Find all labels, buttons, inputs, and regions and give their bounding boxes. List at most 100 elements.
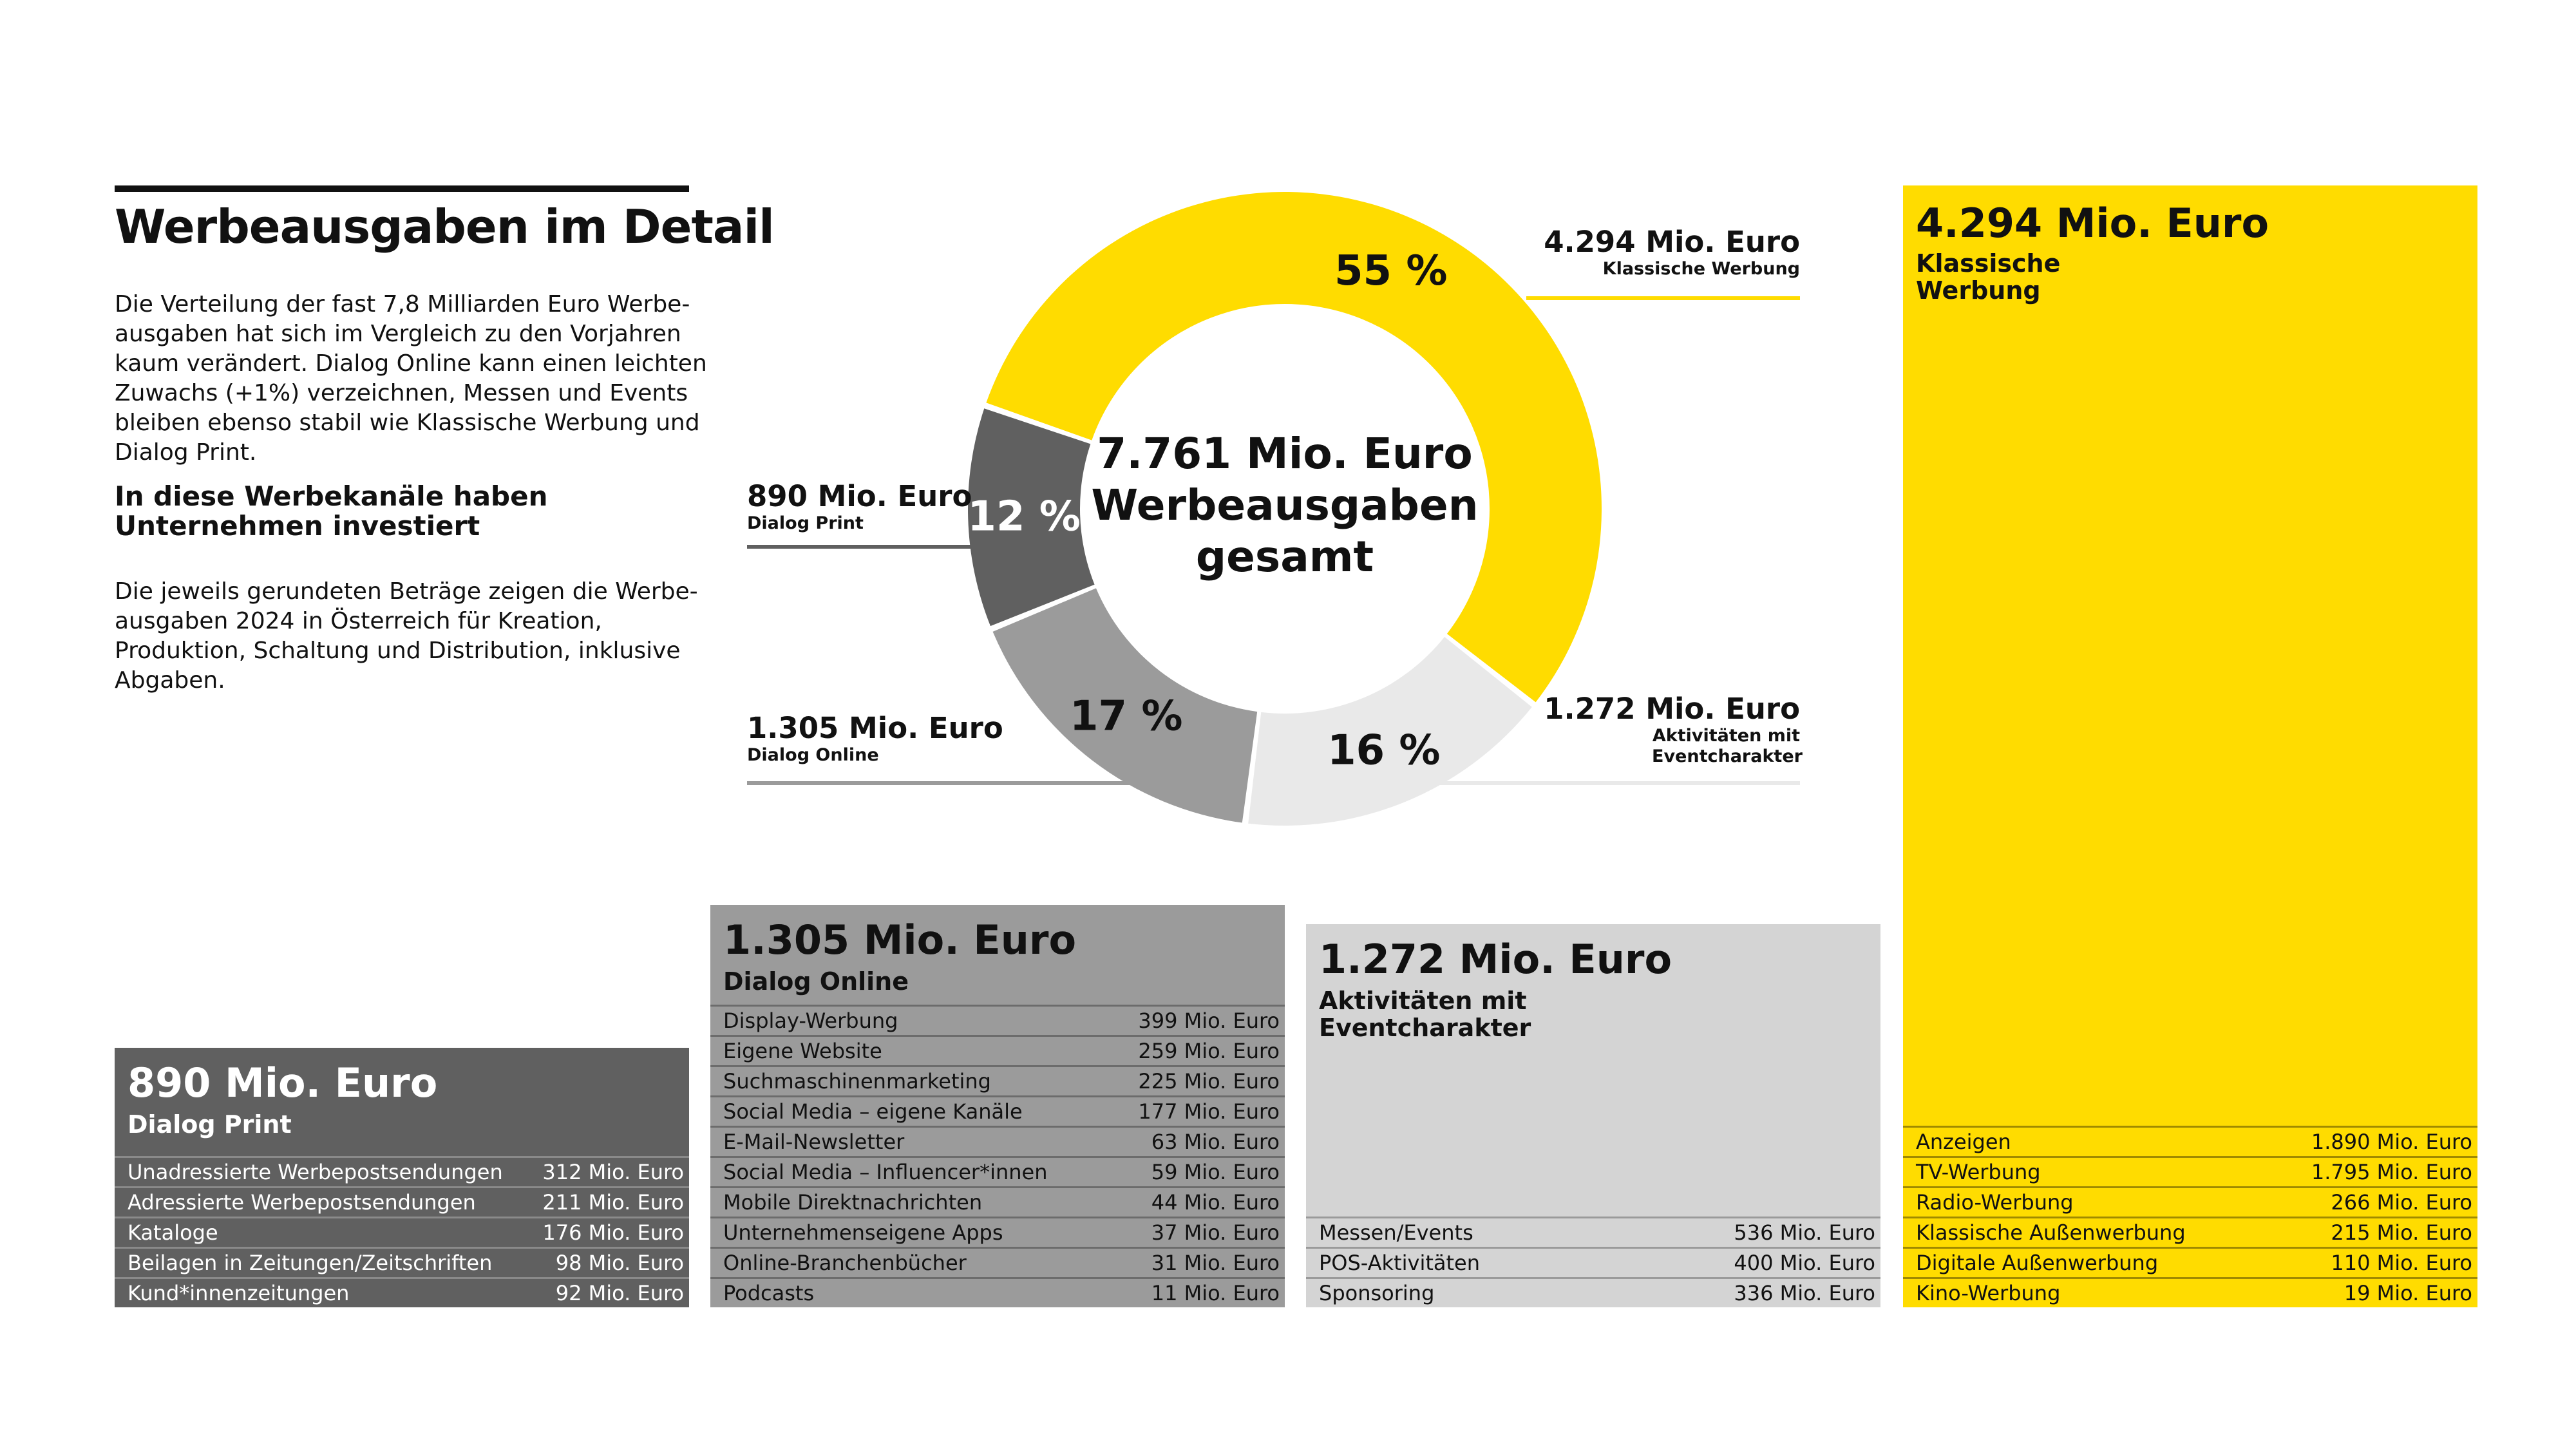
callout-category: Dialog Online xyxy=(747,745,879,765)
row-label: Kund*innenzeitungen xyxy=(128,1281,350,1305)
row-value: 19 Mio. Euro xyxy=(2344,1281,2472,1305)
row-label: Klassische Außenwerbung xyxy=(1916,1220,2186,1245)
box-rows: Messen/Events 536 Mio. Euro POS-Aktivitäte… xyxy=(1306,1217,1880,1307)
table-row: Social Media – Influencer*innen 59 Mio. E… xyxy=(710,1156,1285,1186)
percent-label-print: 12 % xyxy=(967,493,1080,541)
center-label-line2: gesamt xyxy=(1196,532,1374,582)
row-value: 259 Mio. Euro xyxy=(1138,1039,1280,1063)
table-row: POS-Aktivitäten 400 Mio. Euro xyxy=(1306,1247,1880,1277)
row-label: Social Media – Influencer*innen xyxy=(723,1160,1048,1184)
detail-box-klassische: 4.294 Mio. Euro Klassische Werbung Anzei… xyxy=(1903,185,2477,1307)
box-amount: 1.305 Mio. Euro xyxy=(723,916,1077,963)
center-label-line1: Werbeausgaben xyxy=(1091,480,1478,530)
row-value: 63 Mio. Euro xyxy=(1151,1130,1280,1154)
page-title: Werbeausgaben im Detail xyxy=(115,200,775,254)
callout-category: Dialog Print xyxy=(747,513,864,533)
callout-aktivitaeten: 1.272 Mio. Euro Aktivitäten mit Eventcha… xyxy=(1530,692,1803,767)
row-label: Suchmaschinenmarketing xyxy=(723,1069,991,1094)
table-row: Suchmaschinenmarketing 225 Mio. Euro xyxy=(710,1065,1285,1095)
callout-line-online xyxy=(747,781,1146,785)
donut-slice-aktivitaeten xyxy=(1248,636,1532,826)
row-value: 92 Mio. Euro xyxy=(555,1281,684,1305)
donut-chart: 55 % 16 % 17 % 12 % 7.761 Mio. Euro Werbeau… xyxy=(967,191,1602,826)
box-category: Dialog Online xyxy=(723,967,909,996)
row-label: Online-Branchenbücher xyxy=(723,1251,967,1275)
percent-label-online: 17 % xyxy=(1070,693,1182,741)
row-value: 266 Mio. Euro xyxy=(2331,1190,2472,1215)
center-amount: 7.761 Mio. Euro xyxy=(1097,429,1472,478)
callout-amount: 1.305 Mio. Euro xyxy=(747,711,1003,745)
callout-line-klassische xyxy=(1526,296,1800,300)
table-row: Display-Werbung 399 Mio. Euro xyxy=(710,1005,1285,1035)
table-row: Messen/Events 536 Mio. Euro xyxy=(1306,1217,1880,1247)
row-label: Sponsoring xyxy=(1319,1281,1435,1305)
row-label: Eigene Website xyxy=(723,1039,882,1063)
row-label: Social Media – eigene Kanäle xyxy=(723,1099,1023,1124)
row-label: Kataloge xyxy=(128,1220,218,1245)
table-row: Radio-Werbung 266 Mio. Euro xyxy=(1903,1186,2477,1217)
table-row: Sponsoring 336 Mio. Euro xyxy=(1306,1277,1880,1307)
intro-paragraph: Die Verteilung der fast 7,8 Milliarden E… xyxy=(115,291,707,466)
row-label: Unternehmenseigene Apps xyxy=(723,1220,1003,1245)
box-category: Klassische Werbung xyxy=(1916,249,2061,305)
table-row: E-Mail-Newsletter 63 Mio. Euro xyxy=(710,1126,1285,1156)
table-row: Klassische Außenwerbung 215 Mio. Euro xyxy=(1903,1217,2477,1247)
donut-slice-online xyxy=(992,588,1258,823)
box-category: Aktivitäten mit Eventcharakter xyxy=(1319,987,1531,1042)
row-value: 215 Mio. Euro xyxy=(2331,1220,2472,1245)
detail-box-dialog-print: 890 Mio. Euro Dialog Print Unadressierte… xyxy=(115,1048,689,1307)
table-row: TV-Werbung 1.795 Mio. Euro xyxy=(1903,1156,2477,1186)
callout-amount: 890 Mio. Euro xyxy=(747,479,972,513)
table-row: Unadressierte Werbepostsendungen 312 Mio.… xyxy=(115,1156,689,1186)
row-label: Anzeigen xyxy=(1916,1130,2011,1154)
table-row: Beilagen in Zeitungen/Zeitschriften 98 Mi… xyxy=(115,1247,689,1277)
table-row: Eigene Website 259 Mio. Euro xyxy=(710,1035,1285,1065)
table-row: Kund*innenzeitungen 92 Mio. Euro xyxy=(115,1277,689,1307)
box-category: Dialog Print xyxy=(128,1110,292,1139)
row-label: Messen/Events xyxy=(1319,1220,1473,1245)
row-value: 312 Mio. Euro xyxy=(542,1160,684,1184)
detail-box-aktivitaeten: 1.272 Mio. Euro Aktivitäten mit Eventcha… xyxy=(1306,924,1880,1307)
callout-amount: 1.272 Mio. Euro xyxy=(1544,692,1800,726)
box-rows: Anzeigen 1.890 Mio. Euro TV-Werbung 1.795 M… xyxy=(1903,1126,2477,1307)
box-rows: Display-Werbung 399 Mio. Euro Eigene Websi… xyxy=(710,1005,1285,1307)
row-value: 44 Mio. Euro xyxy=(1151,1190,1280,1215)
callout-line-print xyxy=(747,545,979,549)
percent-label-aktivitaeten: 16 % xyxy=(1327,727,1440,775)
table-row: Mobile Direktnachrichten 44 Mio. Euro xyxy=(710,1186,1285,1217)
row-value: 536 Mio. Euro xyxy=(1734,1220,1875,1245)
row-value: 110 Mio. Euro xyxy=(2331,1251,2472,1275)
section-subheading: In diese Werbekanäle haben Unternehmen i… xyxy=(115,480,548,542)
percent-label-klassische: 55 % xyxy=(1334,247,1447,295)
row-label: Beilagen in Zeitungen/Zeitschriften xyxy=(128,1251,493,1275)
table-row: Adressierte Werbepostsendungen 211 Mio. E… xyxy=(115,1186,689,1217)
row-value: 211 Mio. Euro xyxy=(542,1190,684,1215)
donut-slice-klassische xyxy=(986,191,1602,703)
table-row: Social Media – eigene Kanäle 177 Mio. Eur… xyxy=(710,1095,1285,1126)
table-row: Kino-Werbung 19 Mio. Euro xyxy=(1903,1277,2477,1307)
row-value: 37 Mio. Euro xyxy=(1151,1220,1280,1245)
row-value: 336 Mio. Euro xyxy=(1734,1281,1875,1305)
row-label: E-Mail-Newsletter xyxy=(723,1130,905,1154)
callout-online: 1.305 Mio. Euro Dialog Online xyxy=(747,712,1003,766)
box-amount: 1.272 Mio. Euro xyxy=(1319,936,1672,983)
detail-box-dialog-online: 1.305 Mio. Euro Dialog Online Display-We… xyxy=(710,905,1285,1307)
table-row: Unternehmenseigene Apps 37 Mio. Euro xyxy=(710,1217,1285,1247)
row-label: Adressierte Werbepostsendungen xyxy=(128,1190,476,1215)
box-amount: 890 Mio. Euro xyxy=(128,1059,438,1106)
row-label: Podcasts xyxy=(723,1281,815,1305)
callout-category: Aktivitäten mit Eventcharakter xyxy=(1652,726,1803,766)
row-value: 225 Mio. Euro xyxy=(1138,1069,1280,1094)
row-value: 177 Mio. Euro xyxy=(1138,1099,1280,1124)
table-row: Kataloge 176 Mio. Euro xyxy=(115,1217,689,1247)
row-label: POS-Aktivitäten xyxy=(1319,1251,1480,1275)
box-rows: Unadressierte Werbepostsendungen 312 Mio.… xyxy=(115,1156,689,1307)
row-value: 399 Mio. Euro xyxy=(1138,1009,1280,1033)
row-label: Unadressierte Werbepostsendungen xyxy=(128,1160,503,1184)
row-value: 400 Mio. Euro xyxy=(1734,1251,1875,1275)
row-label: Digitale Außenwerbung xyxy=(1916,1251,2159,1275)
row-value: 1.890 Mio. Euro xyxy=(2311,1130,2472,1154)
row-value: 176 Mio. Euro xyxy=(542,1220,684,1245)
row-label: TV-Werbung xyxy=(1916,1160,2041,1184)
row-value: 11 Mio. Euro xyxy=(1151,1281,1280,1305)
